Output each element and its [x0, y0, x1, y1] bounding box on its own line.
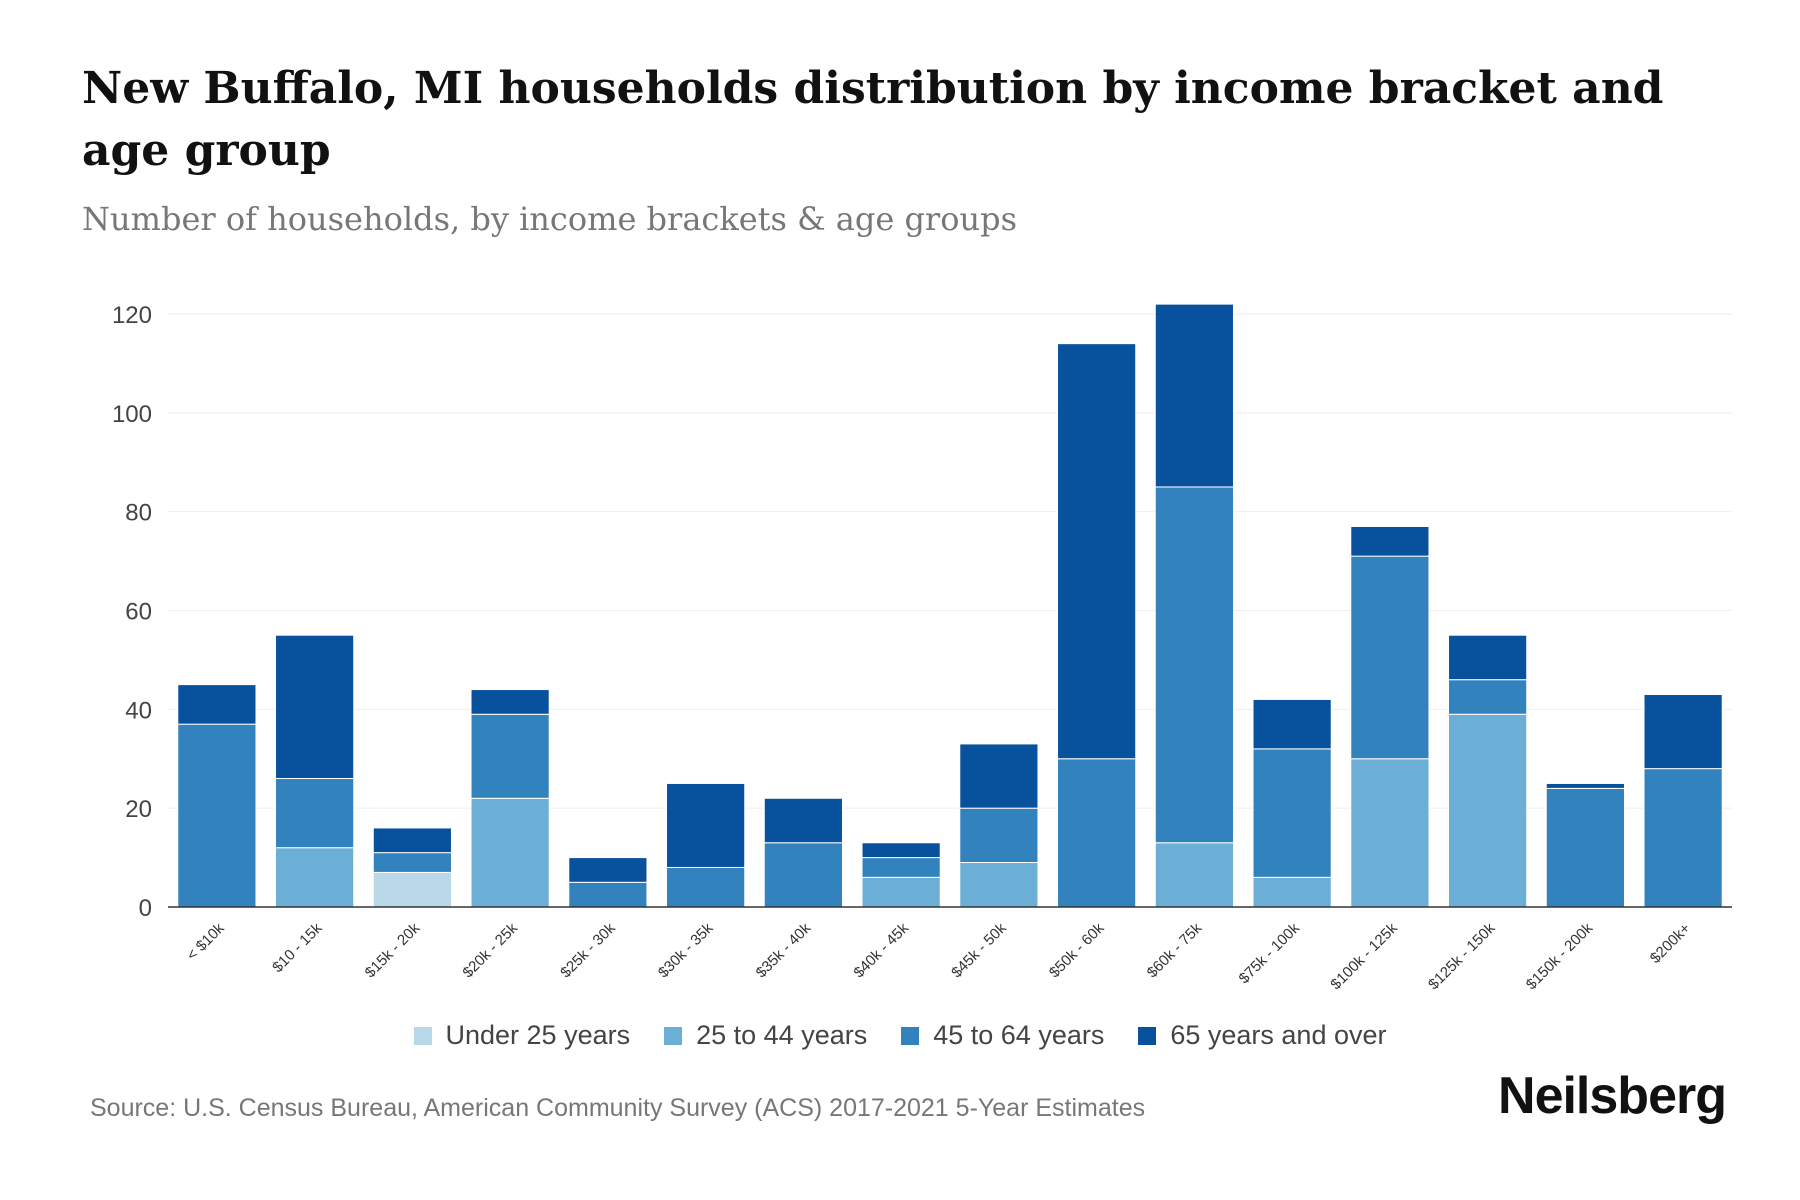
x-tick-label: $150k - 200k	[1523, 919, 1597, 993]
legend-label: Under 25 years	[445, 1020, 631, 1050]
x-tick-label: $125k - 150k	[1425, 919, 1499, 993]
x-tick-label: $20k - 25k	[459, 919, 521, 981]
bar-segment	[275, 778, 355, 849]
bar-segment	[568, 857, 648, 883]
legend-label: 65 years and over	[1170, 1020, 1387, 1050]
chart-title: New Buffalo, MI households distribution …	[82, 63, 1664, 176]
x-tick-label: < $10k	[184, 919, 229, 964]
bar-segment	[275, 634, 355, 780]
y-tick-label: 20	[125, 796, 152, 823]
bar-segment	[1252, 748, 1332, 878]
x-tick-label: $35k - 40k	[753, 919, 815, 981]
y-tick-label: 0	[139, 895, 152, 922]
bar-segment	[1643, 694, 1723, 770]
x-tick-label: $30k - 35k	[655, 919, 717, 981]
x-tick-label: $75k - 100k	[1236, 919, 1304, 987]
bar-segment	[1154, 842, 1234, 908]
bar-segment	[1057, 758, 1137, 908]
bar-segment	[861, 842, 941, 859]
x-tick-label: $60k - 75k	[1144, 919, 1206, 981]
bar-segment	[959, 807, 1039, 864]
bar-segment	[666, 866, 746, 908]
legend-label: 45 to 64 years	[933, 1020, 1105, 1050]
x-tick-label: $50k - 60k	[1046, 919, 1108, 981]
neilsberg-logo: Neilsberg	[1498, 1067, 1727, 1125]
bar-segment	[372, 871, 452, 908]
bar-segment	[666, 782, 746, 868]
legend: Under 25 years 25 to 44 years 45 to 64 y…	[0, 1020, 1800, 1051]
bar-segment	[1545, 787, 1625, 908]
legend-swatch	[664, 1026, 683, 1045]
y-tick-label: 40	[125, 697, 152, 724]
x-tick-label: $10 - 15k	[269, 919, 326, 976]
bar-segment	[372, 852, 452, 873]
y-tick-label: 120	[112, 302, 152, 329]
chart-subtitle: Number of households, by income brackets…	[82, 200, 1017, 238]
legend-label: 25 to 44 years	[696, 1020, 868, 1050]
bar-segment	[861, 857, 941, 878]
y-tick-label: 100	[112, 401, 152, 428]
bar-segment	[275, 847, 355, 908]
bar-segment	[1154, 303, 1234, 488]
bar-segment	[1448, 679, 1528, 715]
x-tick-label: $100k - 125k	[1327, 919, 1401, 993]
bar-segment	[763, 797, 843, 844]
bar-segment	[861, 876, 941, 908]
bar-segment	[1154, 486, 1234, 844]
bar-segment	[1057, 343, 1137, 760]
bar-segment	[959, 743, 1039, 809]
bar-segment	[470, 713, 550, 799]
bar-segment	[1350, 758, 1430, 908]
x-tick-label: $40k - 45k	[850, 919, 912, 981]
y-tick-label: 80	[125, 500, 152, 527]
bar-segment	[763, 842, 843, 908]
bar-segment	[1252, 698, 1332, 750]
bar-segment	[177, 684, 257, 725]
bar-segment	[1252, 876, 1332, 908]
bar-segment	[177, 723, 257, 908]
bar-segment	[959, 862, 1039, 908]
bar-segment	[1643, 768, 1723, 908]
bar-segment	[1350, 555, 1430, 760]
legend-swatch	[413, 1026, 432, 1045]
bar-segment	[1448, 713, 1528, 908]
legend-item-under-25: Under 25 years	[413, 1020, 631, 1051]
bar-segment	[1545, 782, 1625, 789]
x-tick-label: $25k - 30k	[557, 919, 619, 981]
x-tick-label: $15k - 20k	[362, 919, 424, 981]
bar-segment	[470, 689, 550, 715]
y-tick-label: 60	[125, 599, 152, 626]
bar-segment	[1350, 525, 1430, 557]
legend-item-45-64: 45 to 64 years	[901, 1020, 1104, 1051]
bar-segment	[372, 827, 452, 854]
bar-segment	[470, 797, 550, 908]
legend-swatch	[1138, 1026, 1157, 1045]
x-tick-label: $200k+	[1647, 920, 1694, 967]
bar-segment	[568, 881, 648, 908]
source-note: Source: U.S. Census Bureau, American Com…	[90, 1094, 1146, 1122]
legend-item-65-plus: 65 years and over	[1138, 1020, 1387, 1051]
bar-segment	[1448, 634, 1528, 681]
x-tick-label: $45k - 50k	[948, 919, 1010, 981]
legend-swatch	[901, 1026, 920, 1045]
legend-item-25-44: 25 to 44 years	[664, 1020, 867, 1051]
